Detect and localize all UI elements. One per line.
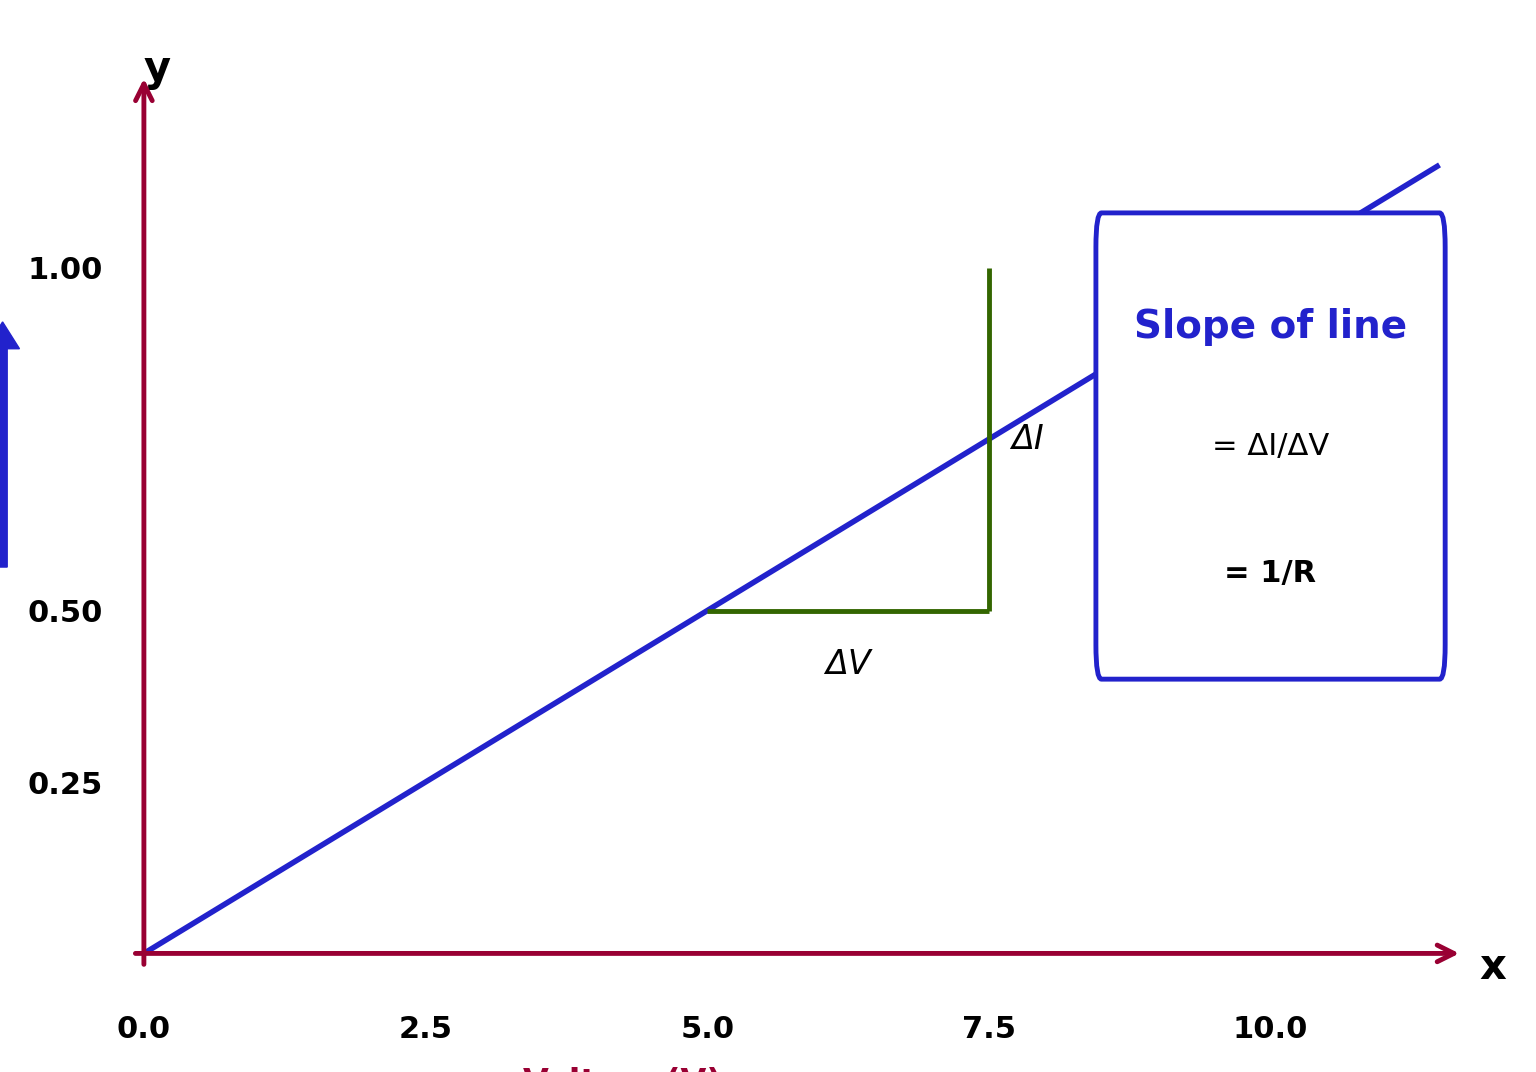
Text: x: x xyxy=(1479,947,1505,988)
Text: = ΔI/ΔV: = ΔI/ΔV xyxy=(1212,432,1329,461)
Text: ΔI: ΔI xyxy=(1011,422,1044,456)
Text: y: y xyxy=(144,48,170,90)
Text: Voltage(V)→: Voltage(V)→ xyxy=(522,1067,751,1072)
Text: = 1/R: = 1/R xyxy=(1224,559,1316,587)
FancyBboxPatch shape xyxy=(1095,213,1445,680)
Text: Slope of line: Slope of line xyxy=(1134,308,1407,346)
Text: ΔV: ΔV xyxy=(825,649,871,682)
